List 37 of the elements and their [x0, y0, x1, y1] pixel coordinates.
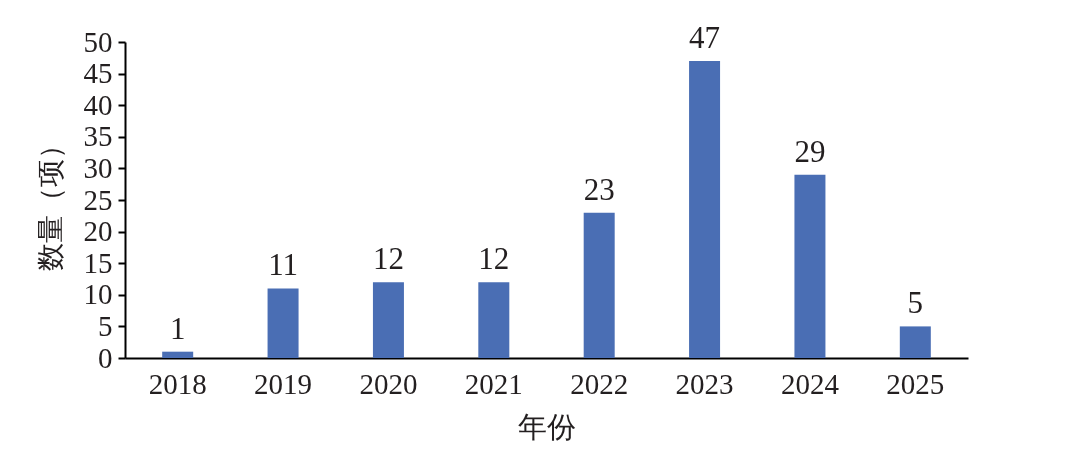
x-tick-label: 2019 [254, 367, 313, 400]
y-tick-label: 40 [83, 88, 113, 121]
x-tick-label: 2021 [464, 367, 523, 400]
data-label: 47 [689, 19, 721, 55]
x-axis-title: 年份 [518, 410, 576, 443]
data-label: 12 [372, 241, 404, 277]
bar [899, 326, 931, 358]
x-tick-label: 2018 [148, 367, 207, 400]
bar [689, 60, 721, 358]
data-label: 23 [583, 171, 615, 207]
x-tick-label: 2020 [359, 367, 418, 400]
y-tick-label: 50 [83, 25, 113, 58]
y-tick-label: 10 [83, 278, 113, 311]
y-tick-label: 45 [83, 57, 113, 90]
bar [794, 174, 826, 358]
y-axis-title: 数量（项） [34, 130, 66, 271]
x-tick-label: 2023 [675, 367, 734, 400]
y-tick-label: 15 [83, 246, 113, 279]
bar [162, 351, 194, 358]
x-tick-label: 2025 [886, 367, 945, 400]
data-label: 29 [794, 133, 826, 169]
y-tick-label: 5 [98, 309, 113, 342]
bar [583, 212, 615, 358]
y-tick-label: 20 [83, 215, 113, 248]
y-tick-label: 25 [83, 183, 113, 216]
bar [267, 288, 299, 358]
data-label: 5 [907, 285, 924, 321]
bar [372, 282, 404, 358]
data-label: 11 [268, 247, 298, 283]
data-label: 1 [169, 310, 186, 346]
x-tick-label: 2022 [570, 367, 629, 400]
y-tick-label: 30 [83, 151, 113, 184]
x-tick-label: 2024 [780, 367, 840, 400]
data-label: 12 [478, 241, 510, 277]
y-tick-label: 0 [98, 341, 113, 374]
y-tick-label: 35 [83, 120, 113, 153]
bar [478, 282, 510, 358]
